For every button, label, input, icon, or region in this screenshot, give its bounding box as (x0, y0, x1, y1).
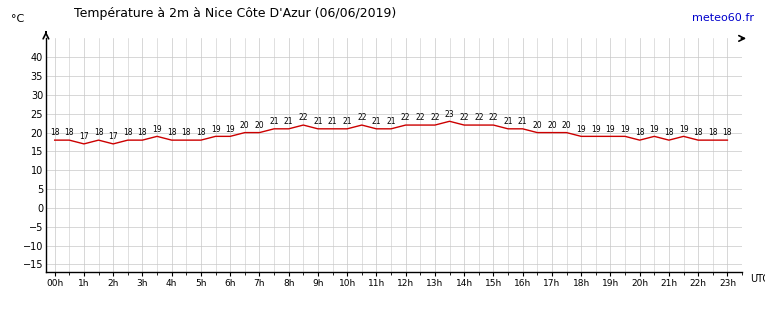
Text: 19: 19 (591, 125, 601, 134)
Text: 21: 21 (386, 117, 396, 126)
Text: 18: 18 (181, 129, 191, 138)
Text: 18: 18 (723, 129, 732, 138)
Text: 19: 19 (576, 125, 586, 134)
Text: 21: 21 (503, 117, 513, 126)
Text: 22: 22 (357, 113, 366, 123)
Text: 22: 22 (460, 113, 469, 123)
Text: 17: 17 (109, 132, 118, 141)
Text: 22: 22 (489, 113, 498, 123)
Text: 18: 18 (167, 129, 177, 138)
Text: 21: 21 (327, 117, 337, 126)
Text: 18: 18 (196, 129, 206, 138)
Text: 18: 18 (708, 129, 718, 138)
Text: 19: 19 (679, 125, 689, 134)
Text: 18: 18 (693, 129, 703, 138)
Text: 18: 18 (64, 129, 74, 138)
Text: 20: 20 (547, 121, 557, 130)
Text: 18: 18 (664, 129, 674, 138)
Text: 21: 21 (313, 117, 323, 126)
Text: 19: 19 (152, 125, 162, 134)
Text: Température à 2m à Nice Côte D'Azur (06/06/2019): Température à 2m à Nice Côte D'Azur (06/… (73, 7, 396, 20)
Text: 18: 18 (94, 129, 103, 138)
Text: 21: 21 (269, 117, 278, 126)
Text: UTC: UTC (750, 274, 765, 284)
Text: 18: 18 (123, 129, 132, 138)
Text: 19: 19 (606, 125, 615, 134)
Text: 21: 21 (284, 117, 294, 126)
Text: 22: 22 (401, 113, 411, 123)
Text: 23: 23 (444, 110, 454, 119)
Text: 20: 20 (255, 121, 264, 130)
Text: °C: °C (11, 14, 24, 24)
Text: 18: 18 (50, 129, 60, 138)
Text: 19: 19 (226, 125, 235, 134)
Text: 20: 20 (240, 121, 249, 130)
Text: 22: 22 (430, 113, 440, 123)
Text: 18: 18 (635, 129, 644, 138)
Text: 20: 20 (532, 121, 542, 130)
Text: 22: 22 (298, 113, 308, 123)
Text: 19: 19 (649, 125, 659, 134)
Text: 18: 18 (138, 129, 147, 138)
Text: 19: 19 (620, 125, 630, 134)
Text: 19: 19 (210, 125, 220, 134)
Text: meteo60.fr: meteo60.fr (692, 13, 754, 23)
Text: 22: 22 (415, 113, 425, 123)
Text: 21: 21 (372, 117, 381, 126)
Text: 21: 21 (518, 117, 527, 126)
Text: 17: 17 (79, 132, 89, 141)
Text: 21: 21 (343, 117, 352, 126)
Text: 22: 22 (474, 113, 483, 123)
Text: 20: 20 (562, 121, 571, 130)
